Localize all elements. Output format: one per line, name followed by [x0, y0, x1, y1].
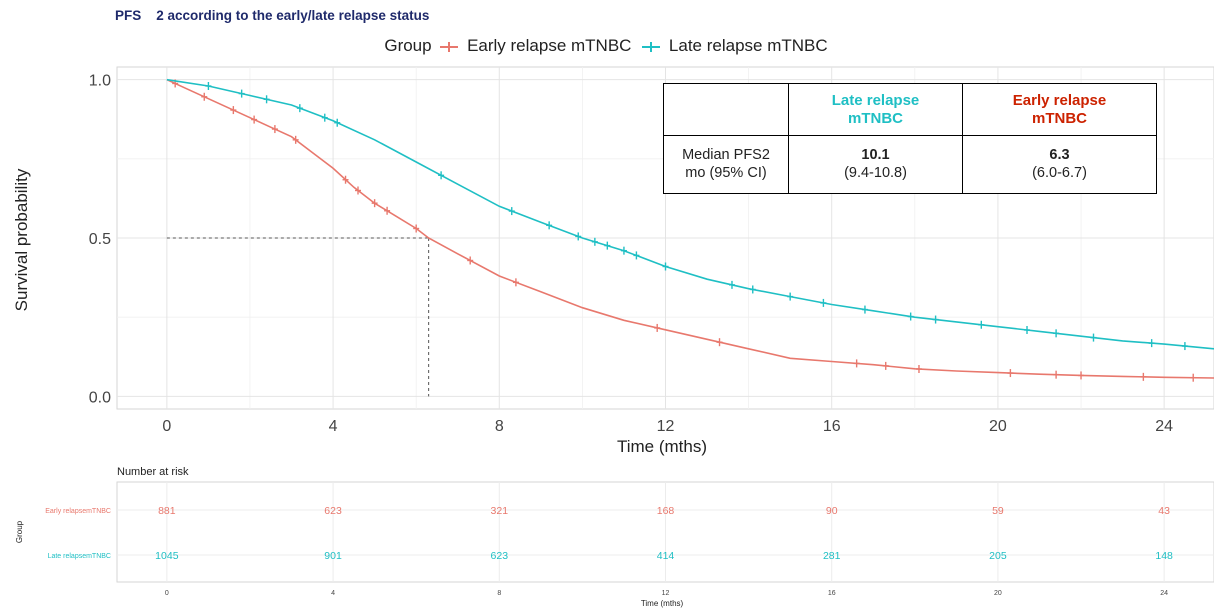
- y-tick-label: 1.0: [89, 73, 111, 90]
- risk-cell: 148: [1155, 550, 1173, 562]
- median-header-late: Late relapse mTNBC: [788, 83, 963, 136]
- median-ci-late: (9.4-10.8): [844, 164, 907, 181]
- y-axis-label: Survival probability: [12, 168, 31, 311]
- chart-title: PFS 2 according to the early/late relaps…: [115, 8, 430, 23]
- x-axis-label: Time (mths): [617, 437, 707, 456]
- risk-cell: 321: [491, 505, 509, 517]
- median-header-early: Early relapse mTNBC: [962, 83, 1157, 136]
- risk-cell: 205: [989, 550, 1007, 562]
- legend-label-late: Late relapse mTNBC: [668, 36, 828, 55]
- risk-cell: 881: [158, 505, 176, 517]
- risk-x-tick-label: 0: [165, 590, 169, 597]
- risk-x-tick-label: 12: [662, 590, 670, 597]
- y-tick-label: 0.0: [89, 389, 111, 406]
- axis-ticks: 0 4 8 12 16 20 24 0.0 0.5 1.0: [89, 73, 1173, 435]
- legend-swatch-late: [640, 40, 662, 54]
- series-line-late: [166, 78, 1214, 350]
- legend-swatch-early: [438, 40, 460, 54]
- risk-cell: 901: [324, 550, 342, 562]
- median-row-label-line2: mo (95% CI): [685, 164, 767, 181]
- risk-cell: 59: [992, 505, 1004, 517]
- x-tick-label: 12: [657, 418, 675, 435]
- risk-cell: 414: [657, 550, 675, 562]
- risk-cell: 168: [657, 505, 675, 517]
- median-table-corner: [663, 83, 789, 136]
- median-cell-late: 10.1 (9.4-10.8): [788, 135, 963, 194]
- median-guide: [166, 237, 430, 397]
- risk-y-axis-label: Group: [15, 520, 24, 543]
- median-header-late-line1: Late relapse: [831, 91, 920, 109]
- series-line-early: [166, 78, 1214, 379]
- x-tick-label: 24: [1155, 418, 1173, 435]
- median-ci-early: (6.0-6.7): [1032, 164, 1087, 181]
- risk-grid: [117, 482, 1214, 582]
- median-table: Late relapse mTNBC Early relapse mTNBC M…: [663, 83, 1157, 194]
- risk-x-axis-label: Time (mths): [641, 599, 684, 608]
- risk-x-tick-label: 20: [994, 590, 1002, 597]
- risk-row-label: Early relapsemTNBC: [45, 508, 111, 515]
- median-row-label: Median PFS2 mo (95% CI): [663, 135, 789, 194]
- risk-cell: 43: [1158, 505, 1170, 517]
- risk-x-tick-label: 24: [1160, 590, 1168, 597]
- risk-cell: 623: [324, 505, 342, 517]
- risk-cell: 623: [491, 550, 509, 562]
- risk-x-tick-label: 4: [331, 590, 335, 597]
- median-value-late: 10.1: [861, 147, 890, 164]
- median-cell-early: 6.3 (6.0-6.7): [962, 135, 1157, 194]
- risk-cells: Early relapsemTNBC 881 623 321 168 90 59 43Late…: [45, 505, 1173, 597]
- median-header-early-line1: Early relapse: [1012, 91, 1107, 109]
- y-tick-label: 0.5: [89, 231, 111, 248]
- x-tick-label: 20: [989, 418, 1007, 435]
- x-tick-label: 0: [162, 418, 171, 435]
- median-row-label-line1: Median PFS2: [682, 147, 770, 164]
- risk-cell: 90: [826, 505, 838, 517]
- legend-label-early: Early relapse mTNBC: [467, 36, 632, 55]
- legend: Group Early relapse mTNBC Late relapse m…: [0, 36, 1214, 56]
- median-value-early: 6.3: [1049, 147, 1070, 164]
- x-tick-label: 16: [823, 418, 841, 435]
- risk-row-label: Late relapsemTNBC: [48, 553, 111, 560]
- risk-cell: 281: [823, 550, 841, 562]
- km-plot: 0 4 8 12 16 20 24 0.0 0.5 1.0 Time (mths) Surviva…: [12, 66, 1214, 456]
- risk-cell: 1045: [155, 550, 179, 562]
- risk-table-title: Number at risk: [117, 466, 189, 478]
- median-header-late-line2: mTNBC: [848, 109, 903, 127]
- x-tick-label: 8: [495, 418, 504, 435]
- median-header-early-line2: mTNBC: [1032, 109, 1087, 127]
- risk-table: Number at risk Early relapsemTNBC 881 623 3…: [15, 466, 1214, 608]
- risk-x-tick-label: 8: [497, 590, 501, 597]
- risk-x-tick-label: 16: [828, 590, 836, 597]
- x-tick-label: 4: [329, 418, 338, 435]
- legend-title: Group: [384, 36, 432, 55]
- series: [166, 78, 1214, 382]
